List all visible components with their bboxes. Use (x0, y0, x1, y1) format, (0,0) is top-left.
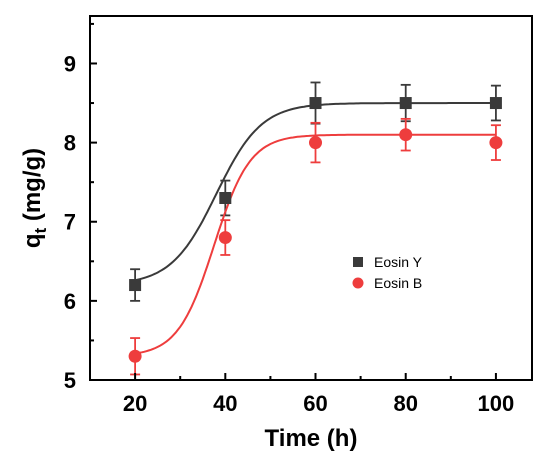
legend: Eosin Y Eosin B (352, 254, 423, 291)
y-axis-title: qt (mg/g) (19, 148, 50, 248)
data-point (219, 192, 232, 204)
legend-marker (353, 257, 363, 267)
y-tick-label: 5 (64, 368, 76, 393)
data-point (309, 97, 322, 110)
x-tick-labels: 20 40 60 80 100 (123, 391, 514, 416)
y-axis-title-unit: (mg/g) (19, 148, 46, 228)
y-tick-labels: 5 6 7 8 9 (64, 51, 76, 393)
y-axis-title-main: q (19, 233, 46, 248)
data-points (128, 97, 503, 363)
y-tick-label: 8 (64, 131, 76, 156)
y-tick-label: 7 (64, 210, 76, 235)
x-tick-label: 40 (213, 391, 237, 416)
x-axis-title: Time (h) (265, 425, 358, 452)
data-point (218, 231, 232, 245)
data-point (129, 279, 142, 292)
x-tick-label: 60 (303, 391, 327, 416)
data-point (489, 136, 503, 150)
legend-label: Eosin B (374, 275, 422, 291)
error-bars (130, 81, 501, 376)
y-tick-label: 6 (64, 289, 76, 314)
x-tick-label: 20 (123, 391, 147, 416)
data-point (309, 136, 323, 150)
data-point (399, 97, 412, 110)
legend-label: Eosin Y (374, 254, 423, 270)
data-point (128, 349, 142, 363)
plot-frame (89, 15, 533, 381)
legend-marker (352, 277, 364, 289)
y-tick-label: 9 (64, 51, 76, 76)
x-tick-label: 100 (478, 391, 515, 416)
fit-curve-2 (134, 133, 496, 355)
axis-ticks (90, 22, 497, 381)
data-point (489, 97, 502, 110)
data-point (399, 128, 413, 142)
x-tick-label: 80 (393, 391, 417, 416)
y-axis-title-subscript: t (31, 227, 50, 233)
